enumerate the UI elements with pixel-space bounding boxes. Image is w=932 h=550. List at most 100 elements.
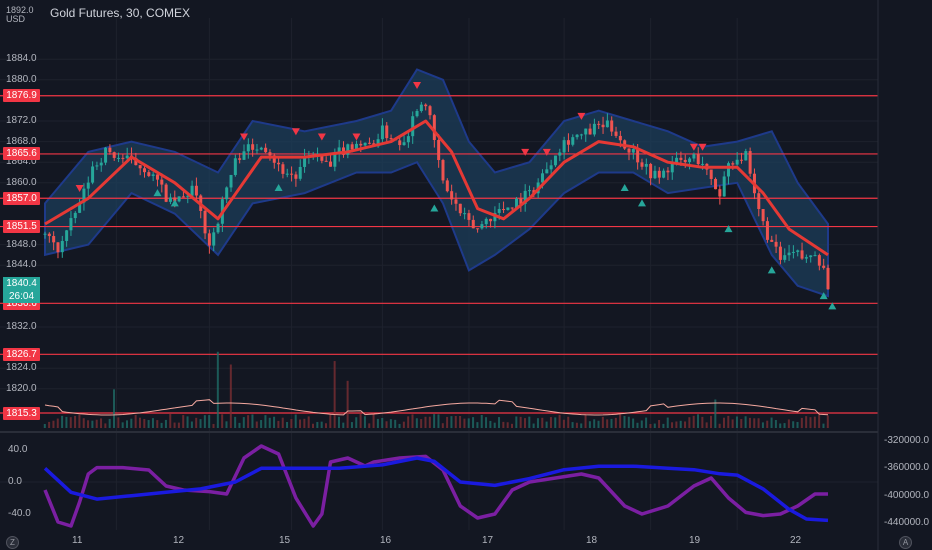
volume-bar (316, 421, 319, 428)
buy-signal-marker (767, 266, 776, 274)
y-tick-label: 1884.0 (6, 53, 37, 65)
volume-bar (151, 418, 154, 428)
volume-bar (420, 419, 423, 428)
volume-bar (91, 420, 94, 428)
volume-bar (709, 415, 712, 428)
volume-bar (523, 418, 526, 428)
volume-bar (225, 421, 228, 428)
volume-bar (571, 422, 574, 428)
candle (432, 115, 436, 141)
volume-bar (472, 417, 475, 428)
candle (770, 239, 774, 242)
candle (644, 163, 648, 167)
x-tick-label: 22 (790, 535, 802, 546)
volume-bar (424, 416, 427, 428)
volume-bar (701, 416, 704, 428)
candle (233, 158, 237, 175)
volume-bar (138, 417, 141, 428)
volume-bar (787, 419, 790, 428)
volume-bar (407, 416, 410, 428)
volume-bar (822, 423, 825, 428)
volume-bar (342, 422, 345, 428)
moving-average-line (44, 119, 829, 257)
sell-signal-marker (577, 112, 586, 120)
candle (99, 162, 103, 166)
candle (385, 125, 389, 139)
volume-bar (108, 418, 111, 428)
candle (822, 265, 826, 268)
x-tick-label: 15 (279, 535, 291, 546)
top-tick: 1892.0 (6, 5, 34, 15)
volume-bar (498, 417, 501, 428)
volume-bar (355, 417, 358, 428)
candle (380, 125, 384, 140)
sell-signal-marker (689, 143, 698, 151)
volume-bar (826, 415, 829, 428)
volume-bar (242, 417, 245, 428)
candle (493, 212, 497, 222)
sell-signal-marker (413, 81, 422, 89)
candle (510, 207, 514, 209)
candle (138, 165, 142, 169)
sell-signal-marker (317, 133, 326, 141)
level-price-label: 1826.7 (3, 347, 40, 361)
candle (471, 219, 475, 229)
volume-bar (329, 414, 332, 428)
y-axis-unit: 1892.0 USD (6, 6, 34, 24)
candle (683, 159, 687, 163)
candle (95, 165, 99, 167)
candle (320, 153, 324, 161)
candle (69, 218, 73, 231)
candle (73, 212, 77, 219)
volume-bar (545, 421, 548, 428)
candle (489, 218, 493, 222)
volume-bar (692, 415, 695, 428)
volume-bar (294, 414, 297, 428)
x-tick-label: 19 (689, 535, 701, 546)
timezone-button[interactable]: Z (6, 536, 19, 549)
volume-bar (684, 421, 687, 428)
candle (428, 106, 432, 116)
candle (458, 203, 462, 214)
volume-bar (368, 423, 371, 428)
volume-bar (666, 417, 669, 428)
volume-bar (65, 416, 68, 428)
volume-bar (251, 414, 254, 428)
volume-bar (389, 419, 392, 428)
volume-bar (731, 419, 734, 428)
candle (675, 157, 679, 163)
sell-signal-marker (521, 148, 530, 156)
candle (329, 161, 333, 167)
volume-bar (186, 416, 189, 428)
volume-bar (506, 422, 509, 428)
candle (813, 255, 817, 257)
volume-bar (229, 364, 232, 428)
candle (359, 143, 363, 146)
volume-bar (411, 414, 414, 428)
candle (627, 148, 631, 153)
x-tick-label: 16 (380, 535, 392, 546)
volume-bar (333, 361, 336, 428)
candle (696, 154, 700, 165)
auto-scale-button[interactable]: A (899, 536, 912, 549)
candle (748, 151, 752, 174)
candle (566, 140, 570, 145)
candle (255, 149, 259, 151)
volume-bar (519, 416, 522, 428)
candle (722, 176, 726, 197)
candle (246, 144, 250, 152)
volume-bar (502, 421, 505, 428)
volume-bar (281, 417, 284, 428)
buy-signal-marker (620, 183, 629, 191)
candle (86, 182, 90, 189)
candle (666, 170, 670, 173)
candle (134, 158, 138, 166)
candle (251, 144, 255, 150)
candle (761, 208, 765, 222)
volume-bar (160, 422, 163, 428)
candle (731, 163, 735, 165)
volume-bar (350, 422, 353, 428)
volume-bar (372, 414, 375, 428)
candle (203, 210, 207, 234)
